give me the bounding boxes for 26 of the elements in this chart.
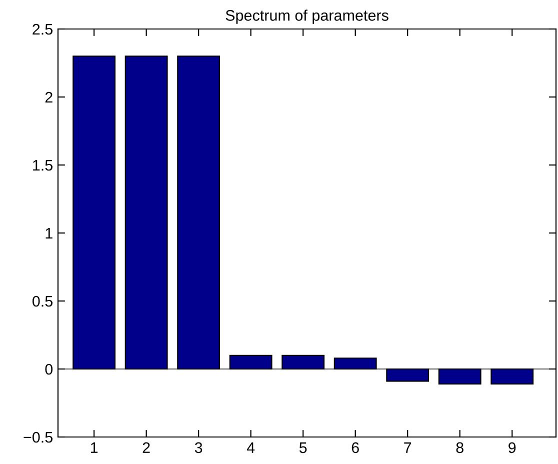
x-tick-label: 2 [142,442,150,453]
y-tick-label: 2 [45,92,52,103]
bar [124,56,168,370]
y-tick-label: 0 [45,364,53,375]
y-tick-label: 2.5 [32,24,52,35]
x-tick-label: 9 [508,442,516,454]
bar [229,354,272,370]
y-tick-label: −0.5 [24,432,52,443]
chart-title: Spectrum of parameters [226,10,388,24]
bar [490,368,534,385]
y-tick-label: 1.5 [33,160,52,171]
x-tick-label: 5 [299,442,307,454]
y-tick-label: 0.5 [32,296,52,307]
bar [438,368,482,385]
x-tick-label: 3 [194,442,202,454]
x-tick-label: 4 [246,442,255,453]
bar [72,56,116,370]
x-tick-label: 1 [90,442,98,453]
bar [386,368,430,382]
x-tick-label: 7 [404,442,412,453]
x-tick-label: 8 [456,442,464,454]
bar [334,358,377,370]
x-tick-label: 6 [352,442,359,454]
y-tick-label: 1 [46,228,52,239]
bar [177,56,220,370]
bar [282,354,325,370]
